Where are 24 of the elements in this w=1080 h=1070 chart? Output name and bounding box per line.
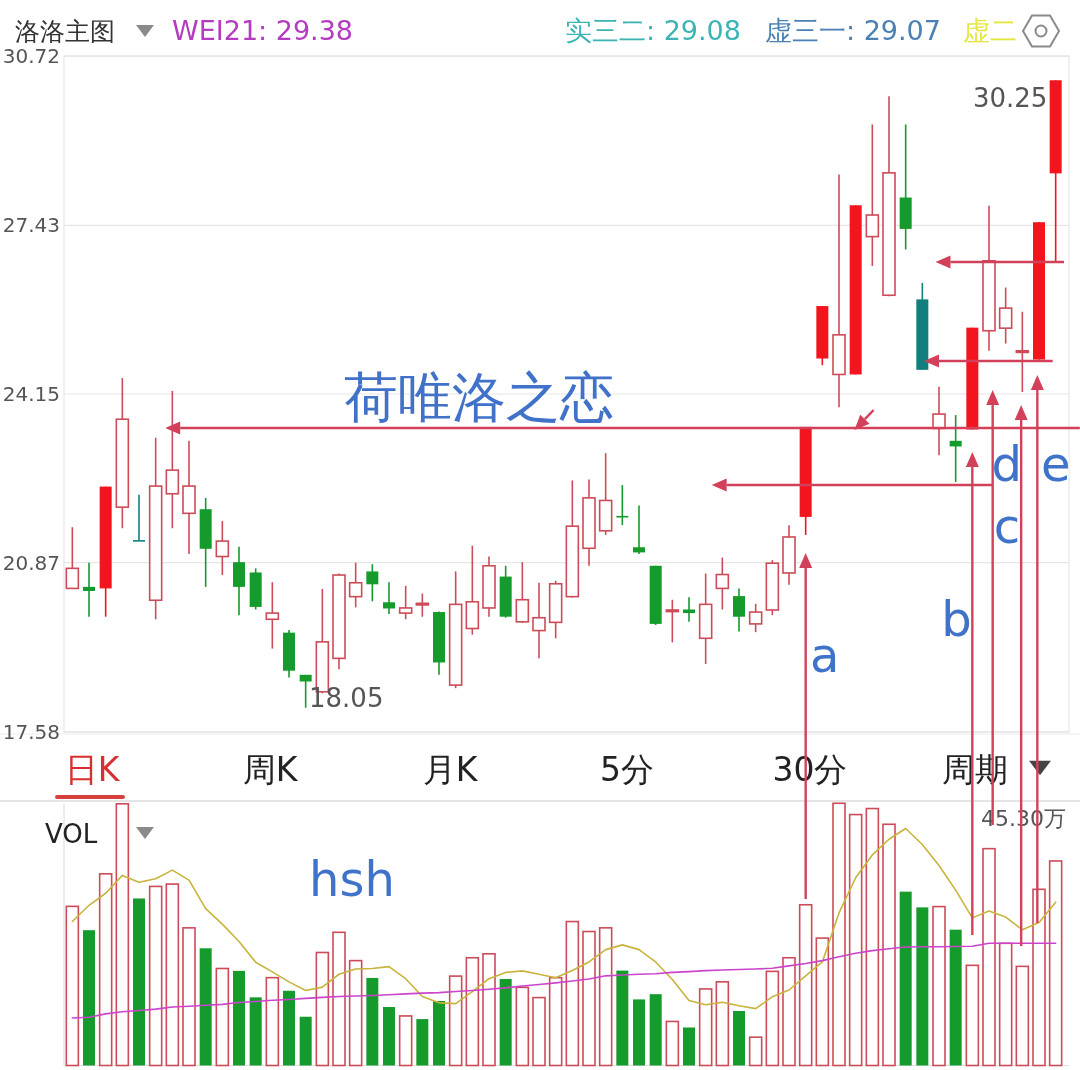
y-tick-label: 24.15 xyxy=(2,382,60,406)
y-tick-label: 20.87 xyxy=(2,550,60,575)
chart-title: 洛洛主图 xyxy=(15,17,115,46)
text: 虚二 xyxy=(963,15,1017,46)
text: VOL xyxy=(45,819,98,849)
annotation: c xyxy=(993,498,1021,554)
y-tick-label: 27.43 xyxy=(2,213,60,238)
annotation: b xyxy=(941,591,972,647)
y-tick-label: 17.58 xyxy=(2,719,60,744)
y-tick-label: 30.72 xyxy=(2,44,60,69)
annotation: 荷唯洛之恋 xyxy=(344,366,614,429)
text: 周K xyxy=(242,750,299,789)
annotation: a xyxy=(810,627,840,683)
text: 月K xyxy=(422,750,479,789)
annotation: hsh xyxy=(309,851,395,907)
text: 5分 xyxy=(600,750,654,789)
text: 实三二: 29.08 xyxy=(565,15,741,46)
annotation: d xyxy=(991,436,1023,492)
text: WEI21: 29.38 xyxy=(172,15,354,46)
annotation: 30.25 xyxy=(972,83,1048,113)
annotation: e xyxy=(1040,436,1071,492)
annotation: 18.05 xyxy=(309,683,384,713)
text: 日K xyxy=(64,750,121,789)
text: 虚三一: 29.07 xyxy=(765,15,941,46)
